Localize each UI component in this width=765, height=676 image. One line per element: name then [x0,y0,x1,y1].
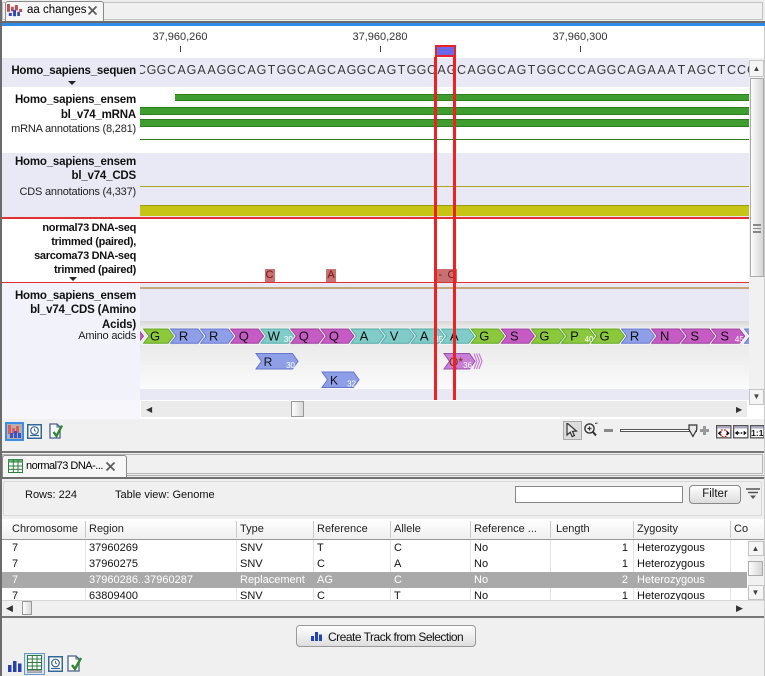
svg-text:G: G [479,329,489,344]
svg-text:K: K [330,373,338,387]
svg-text:Q: Q [329,329,339,344]
svg-text:G: G [599,329,609,344]
svg-text:S: S [720,329,729,344]
svg-text:30: 30 [286,361,295,370]
svg-text:W: W [268,329,281,344]
svg-text:32: 32 [347,380,356,389]
svg-text:G: G [539,329,549,344]
svg-text:Q: Q [299,329,309,344]
svg-text:40: 40 [585,335,594,344]
svg-text:A: A [360,329,369,344]
svg-text:Q*: Q* [449,355,463,369]
svg-text:1:1: 1:1 [751,428,764,438]
svg-text:35: 35 [434,335,443,344]
svg-text:36: 36 [463,361,472,370]
svg-text:R: R [630,329,639,344]
svg-text:Q: Q [239,329,249,344]
svg-text:30: 30 [284,335,293,344]
svg-text:R: R [264,355,273,369]
svg-text:G: G [150,329,160,344]
svg-text:R: R [179,329,188,344]
svg-text:S: S [690,329,699,344]
svg-text:N: N [660,329,669,344]
svg-text:S: S [510,329,519,344]
svg-text:45: 45 [735,335,744,344]
svg-text:R: R [209,329,218,344]
svg-text:V: V [390,329,399,344]
svg-text:A: A [420,329,429,344]
svg-text:P: P [570,329,579,344]
